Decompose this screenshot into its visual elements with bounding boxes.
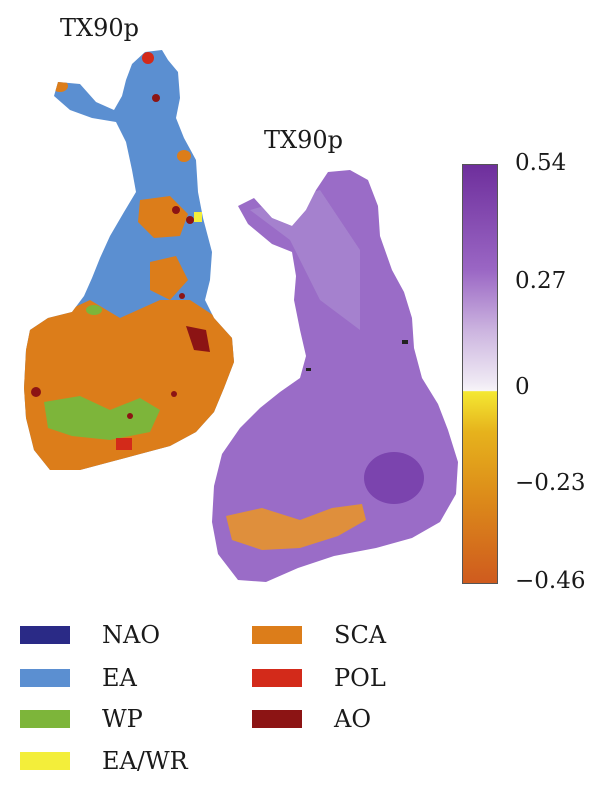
legend-item-nao: NAO — [20, 621, 161, 649]
ao-dot — [179, 293, 185, 299]
wp-patch — [86, 305, 102, 315]
ao-dot — [171, 391, 177, 397]
ao-cluster — [186, 326, 210, 352]
lighter-north-region — [250, 190, 360, 330]
legend-label: WP — [102, 705, 143, 733]
right-map-title: TX90p — [264, 126, 343, 154]
colorbar — [462, 164, 498, 584]
legend-label: AO — [334, 705, 372, 733]
legend-label: POL — [334, 664, 386, 692]
legend-item-ea-wr: EA/WR — [20, 747, 188, 775]
legend-item-ea: EA — [20, 664, 137, 692]
ea-wr-patch — [80, 284, 86, 290]
legend-item-ao: AO — [252, 705, 372, 733]
legend-swatch — [252, 626, 302, 644]
legend-swatch — [20, 626, 70, 644]
negative-south-region — [226, 504, 366, 550]
legend-swatch — [252, 669, 302, 687]
wp-region — [44, 396, 160, 440]
colorbar-tick: −0.23 — [515, 470, 586, 496]
colorbar-tick: 0.27 — [515, 268, 567, 294]
left-map-title: TX90p — [60, 14, 139, 42]
legend-swatch — [20, 752, 70, 770]
ao-dot — [127, 413, 133, 419]
ao-dot — [31, 387, 41, 397]
sca-center-patch — [150, 256, 188, 300]
ea-wr-patch — [194, 212, 202, 222]
legend-swatch — [252, 710, 302, 728]
ao-dot — [186, 216, 194, 224]
pol-patch-south — [116, 438, 132, 450]
legend-item-sca: SCA — [252, 621, 387, 649]
legend-label: EA/WR — [102, 747, 188, 775]
legend-swatch — [20, 669, 70, 687]
ao-dot — [172, 206, 180, 214]
coast-marker — [402, 340, 408, 344]
legend-swatch — [20, 710, 70, 728]
legend-item-wp: WP — [20, 705, 143, 733]
legend-label: NAO — [102, 621, 161, 649]
pol-patch-north — [142, 52, 154, 64]
colorbar-tick: −0.46 — [515, 568, 586, 594]
left-finland-map — [24, 50, 234, 470]
sca-patch-north — [52, 80, 68, 92]
legend-item-pol: POL — [252, 664, 386, 692]
ao-dot — [152, 94, 160, 102]
right-finland-map — [212, 170, 458, 582]
legend-label: SCA — [334, 621, 387, 649]
legend-label: EA — [102, 664, 137, 692]
colorbar-tick: 0 — [515, 374, 530, 400]
sca-patch-small — [90, 132, 118, 148]
colorbar-tick: 0.54 — [515, 150, 567, 176]
coast-marker — [306, 368, 311, 371]
sca-patch-east — [177, 150, 191, 162]
strong-positive-patch — [364, 452, 424, 504]
